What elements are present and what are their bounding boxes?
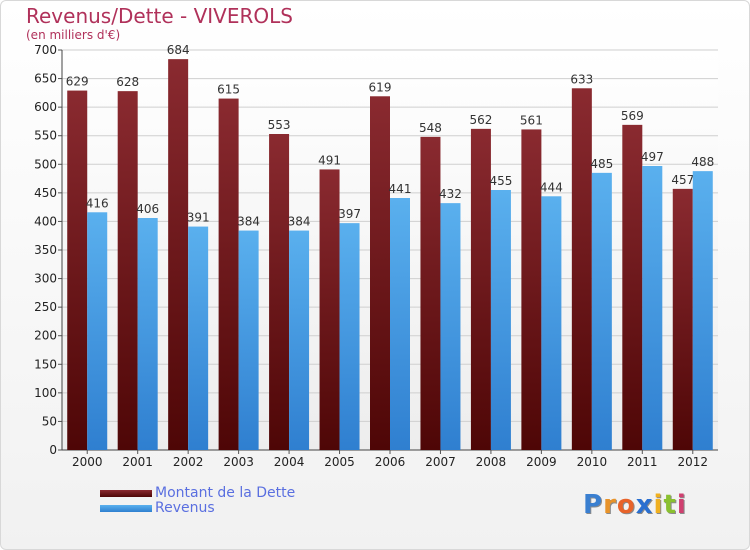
y-tick-label: 250: [34, 300, 57, 314]
bar-dette: [622, 124, 643, 450]
data-label-dette: 569: [621, 109, 644, 123]
bar-revenus: [87, 212, 108, 450]
bar-dette: [67, 90, 88, 451]
data-label-revenus: 455: [489, 174, 512, 188]
bar-revenus: [390, 198, 410, 450]
bar-dette: [521, 129, 542, 450]
bar-dette: [168, 59, 189, 451]
x-tick-label: 2004: [274, 455, 305, 469]
data-label-dette: 684: [167, 43, 190, 57]
data-label-revenus: 397: [338, 207, 361, 221]
data-label-revenus: 416: [86, 196, 109, 210]
x-tick-label: 2010: [577, 455, 608, 469]
bar-revenus: [339, 223, 360, 450]
logo-letter: t: [663, 490, 677, 520]
y-tick-label: 100: [34, 386, 57, 400]
y-tick-label: 550: [34, 129, 57, 143]
y-tick-label: 500: [34, 157, 57, 171]
legend-swatch-revenus: [100, 505, 152, 512]
data-label-dette: 548: [419, 121, 442, 135]
y-tick-label: 650: [34, 72, 57, 86]
bar-revenus: [289, 230, 310, 450]
data-label-dette: 553: [268, 118, 291, 132]
logo-letter: i: [676, 490, 687, 520]
y-tick-label: 150: [34, 357, 57, 371]
bar-dette: [470, 128, 491, 450]
logo-letter: r: [603, 490, 617, 520]
x-tick-label: 2008: [476, 455, 507, 469]
data-label-revenus: 384: [288, 215, 311, 229]
bar-dette: [370, 96, 390, 451]
data-label-revenus: 444: [540, 180, 563, 194]
x-tick-label: 2001: [122, 455, 153, 469]
data-label-dette: 561: [520, 113, 543, 127]
bar-revenus: [490, 190, 511, 450]
bar-revenus: [692, 171, 713, 450]
x-tick-label: 2002: [173, 455, 204, 469]
proxiti-logo: Proxiti: [583, 490, 687, 520]
y-tick-label: 200: [34, 329, 57, 343]
chart-title: Revenus/Dette - VIVEROLS: [26, 4, 293, 28]
data-label-revenus: 406: [136, 202, 159, 216]
bar-revenus: [137, 218, 158, 450]
bar-revenus: [188, 226, 209, 450]
logo-letter: i: [653, 490, 664, 520]
bar-revenus: [440, 203, 461, 450]
data-label-revenus: 488: [691, 155, 714, 169]
bar-dette: [319, 169, 340, 450]
y-tick-label: 50: [42, 414, 57, 428]
x-tick-label: 2000: [72, 455, 103, 469]
y-tick-label: 450: [34, 186, 57, 200]
bar-revenus: [541, 196, 562, 450]
legend-label-revenus: Revenus: [155, 500, 215, 516]
data-label-revenus: 432: [439, 187, 462, 201]
chart-subtitle: (en milliers d'€): [26, 28, 121, 42]
data-label-dette: 457: [671, 173, 694, 187]
bar-revenus: [591, 172, 612, 450]
y-tick-label: 300: [34, 272, 57, 286]
x-tick-label: 2005: [324, 455, 355, 469]
y-tick-label: 700: [34, 43, 57, 57]
x-tick-label: 2011: [627, 455, 658, 469]
legend-swatch-dette: [100, 490, 152, 497]
bar-dette: [672, 188, 693, 450]
bar-revenus: [238, 230, 259, 450]
logo-letter: P: [583, 490, 604, 520]
data-label-revenus: 384: [237, 215, 260, 229]
data-label-dette: 619: [369, 80, 392, 94]
bar-dette: [218, 98, 239, 451]
y-tick-label: 400: [34, 214, 57, 228]
y-tick-label: 600: [34, 100, 57, 114]
data-label-revenus: 485: [590, 157, 613, 171]
data-label-dette: 562: [469, 113, 492, 127]
bar-dette: [420, 136, 441, 450]
data-label-revenus: 391: [187, 211, 210, 225]
data-label-dette: 628: [116, 75, 139, 89]
x-tick-label: 2009: [526, 455, 557, 469]
bar-dette: [117, 91, 138, 451]
data-label-revenus: 497: [641, 150, 664, 164]
x-tick-label: 2003: [223, 455, 254, 469]
data-label-dette: 633: [570, 72, 593, 86]
data-label-revenus: 441: [389, 182, 412, 196]
x-tick-label: 2006: [375, 455, 406, 469]
data-label-dette: 615: [217, 83, 240, 97]
data-label-dette: 491: [318, 153, 341, 167]
legend-label-dette: Montant de la Dette: [155, 485, 296, 501]
bar-dette: [571, 88, 592, 451]
bar-revenus: [642, 166, 663, 450]
logo-letter: x: [635, 490, 654, 520]
x-tick-label: 2007: [425, 455, 456, 469]
x-tick-label: 2012: [677, 455, 708, 469]
logo-letter: o: [616, 490, 636, 520]
y-tick-label: 0: [49, 443, 57, 457]
data-label-dette: 629: [66, 75, 89, 89]
y-tick-label: 350: [34, 243, 57, 257]
bar-dette: [269, 134, 290, 450]
